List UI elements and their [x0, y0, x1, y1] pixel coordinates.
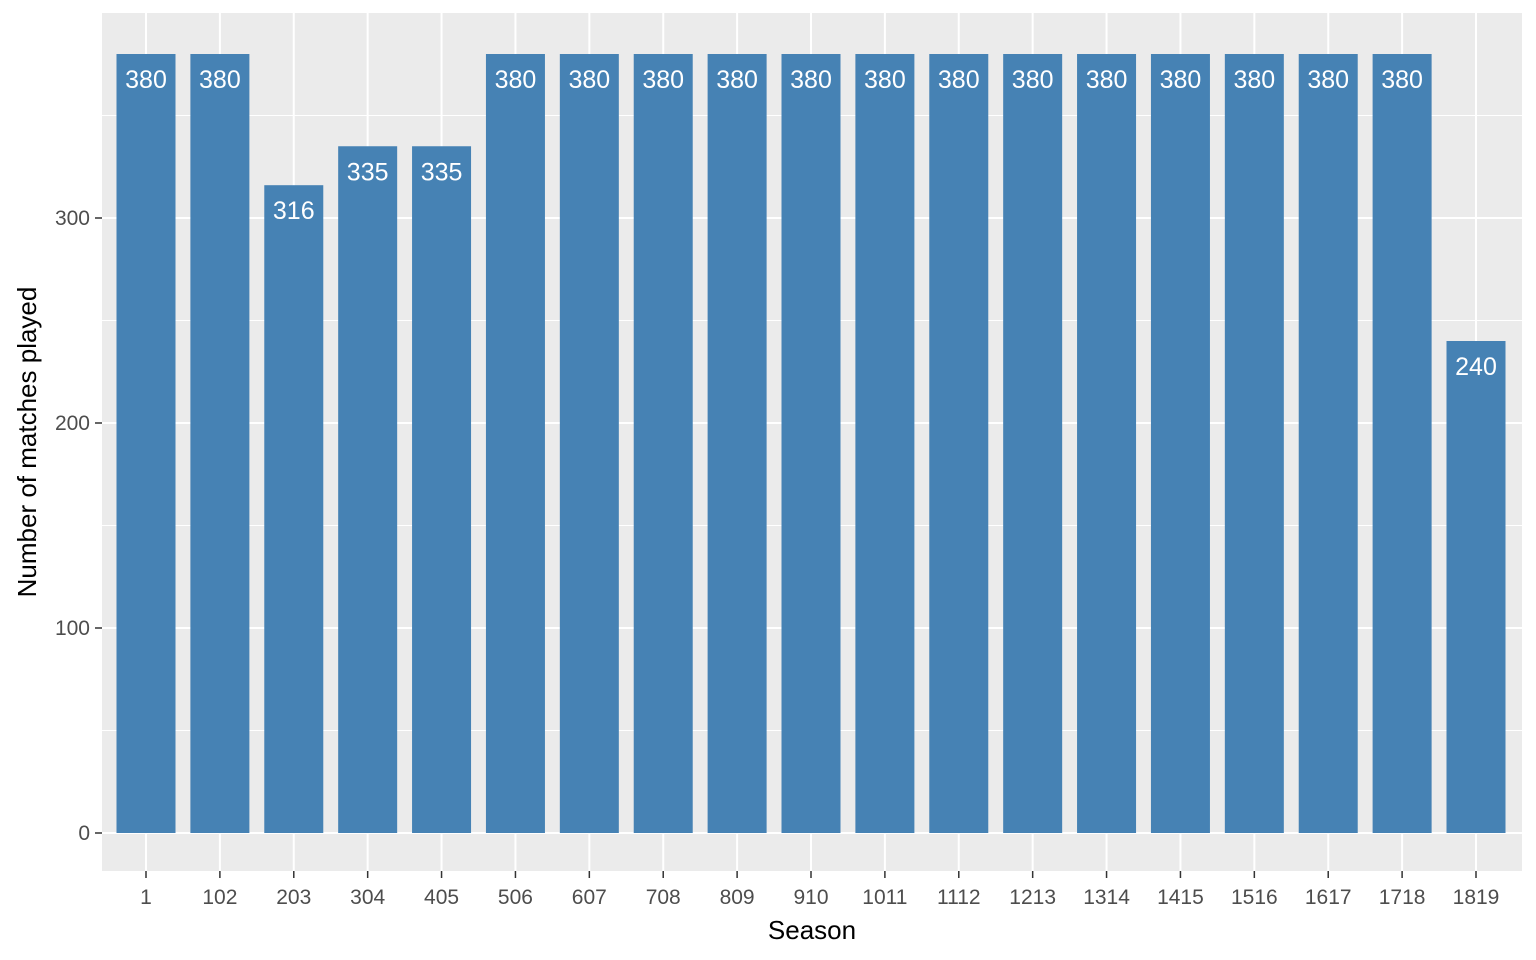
- y-tick-label: 100: [55, 617, 90, 640]
- x-tick-label: 1415: [1157, 886, 1204, 909]
- x-tick-label: 1819: [1453, 886, 1500, 909]
- x-tick-label: 405: [424, 886, 459, 909]
- x-tick-label: 506: [498, 886, 533, 909]
- x-tick-label: 1011: [862, 886, 907, 909]
- bar-value-label: 316: [273, 197, 315, 225]
- bar-value-label: 380: [1381, 66, 1423, 94]
- bar-value-label: 380: [642, 66, 684, 94]
- bar: [1447, 341, 1506, 833]
- bar: [560, 54, 619, 833]
- x-tick-label: 304: [350, 886, 385, 909]
- x-tick-label: 203: [276, 886, 311, 909]
- x-tick-label: 910: [793, 886, 828, 909]
- x-tick-label: 1516: [1231, 886, 1278, 909]
- x-tick-label: 102: [202, 886, 237, 909]
- bar: [782, 54, 841, 833]
- x-tick-label: 1314: [1083, 886, 1130, 909]
- bar-value-label: 380: [716, 66, 758, 94]
- x-axis-title: Season: [768, 915, 856, 945]
- bar-value-label: 380: [125, 66, 167, 94]
- bar: [929, 54, 988, 833]
- bar-value-label: 380: [568, 66, 610, 94]
- bar: [190, 54, 249, 833]
- bar-value-label: 380: [1086, 66, 1128, 94]
- bar-value-label: 335: [421, 158, 463, 186]
- x-tick-label: 708: [646, 886, 681, 909]
- bar-value-label: 380: [790, 66, 832, 94]
- bar: [855, 54, 914, 833]
- bar-value-label: 380: [1160, 66, 1202, 94]
- x-axis: 1 102 203 304 405 506 607 708 809 910 1011 1112 1213…: [140, 871, 1499, 909]
- x-tick-label: 1213: [1009, 886, 1056, 909]
- bar: [486, 54, 545, 833]
- bar: [264, 185, 323, 833]
- bar: [117, 54, 176, 833]
- bar: [412, 146, 471, 833]
- bar-value-label: 380: [495, 66, 537, 94]
- x-tick-label: 1718: [1379, 886, 1426, 909]
- bar-value-label: 335: [347, 158, 389, 186]
- bar: [1373, 54, 1432, 833]
- bar-value-label: 380: [199, 66, 241, 94]
- x-tick-label: 1112: [937, 886, 981, 909]
- bar: [708, 54, 767, 833]
- bar-value-label: 380: [938, 66, 980, 94]
- y-tick-label: 0: [78, 822, 90, 845]
- x-tick-label: 1617: [1305, 886, 1352, 909]
- y-tick-label: 300: [55, 207, 90, 230]
- bar: [1077, 54, 1136, 833]
- y-axis: 0 100 200 300: [55, 207, 102, 845]
- bar: [338, 146, 397, 833]
- bar-value-label: 240: [1455, 353, 1497, 381]
- y-tick-label: 200: [55, 412, 90, 435]
- x-tick-label: 607: [572, 886, 607, 909]
- bar: [1003, 54, 1062, 833]
- x-tick-label: 809: [720, 886, 755, 909]
- bar: [1299, 54, 1358, 833]
- bar-value-label: 380: [1012, 66, 1054, 94]
- bar-value-label: 380: [1233, 66, 1275, 94]
- bar-value-label: 380: [1307, 66, 1349, 94]
- bar: [634, 54, 693, 833]
- bar: [1225, 54, 1284, 833]
- y-axis-title: Number of matches played: [12, 287, 42, 598]
- bar-value-label: 380: [864, 66, 906, 94]
- x-tick-label: 1: [140, 886, 152, 909]
- bar: [1151, 54, 1210, 833]
